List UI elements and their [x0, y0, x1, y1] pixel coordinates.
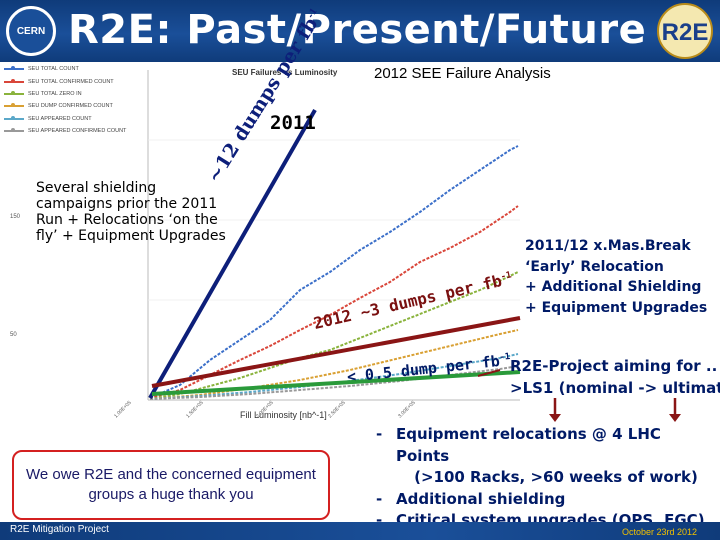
trend-2011	[148, 109, 317, 399]
bullet-text: Additional shielding	[396, 489, 566, 508]
bullet-item: - Equipment relocations @ 4 LHC Points	[376, 424, 716, 467]
xmas-break-note: 2011/12 x.Mas.Break ‘Early’ Relocation +…	[525, 236, 720, 318]
legend-label: SEU DUMP CONFIRMED COUNT	[28, 103, 113, 110]
thank-you-box: We owe R2E and the concerned equipment g…	[12, 450, 330, 520]
trend-2012	[151, 316, 521, 388]
cern-logo: CERN	[6, 6, 56, 56]
page-title: R2E: Past/Present/Future	[68, 7, 647, 53]
legend-label: SEU APPEARED CONFIRMED COUNT	[28, 128, 127, 135]
see-analysis-label: 2012 SEE Failure Analysis	[374, 65, 551, 82]
arrow-down-head	[669, 414, 681, 422]
arrow-left	[477, 369, 501, 377]
x-axis-label: Fill Luminosity [nb^-1]	[240, 410, 327, 420]
series-total	[149, 145, 519, 399]
r2e-project-note: R2E-Project aiming for .. >LS1 (nominal …	[510, 355, 720, 399]
year-2011-label: 2011	[270, 112, 316, 134]
legend-swatch	[4, 103, 24, 108]
footer-date: October 23rd 2012	[622, 527, 698, 537]
legend-item: SEU TOTAL ZERO IN	[4, 88, 144, 100]
legend-item: SEU APPEARED COUNT	[4, 113, 144, 125]
xmas-line: 2011/12 x.Mas.Break	[525, 238, 691, 254]
r2e-logo: R2E	[657, 3, 713, 59]
arrow-down-head	[549, 414, 561, 422]
series-zero	[149, 271, 519, 400]
legend-label: SEU TOTAL CONFIRMED COUNT	[28, 78, 114, 85]
luminosity-plot: 150 50 1.00E+05 1.50E+05 2.00E+05 2.50E+…	[0, 62, 720, 472]
r2e-project-line: R2E-Project aiming for ..	[510, 357, 718, 375]
plot-title: SEU Failures vs Luminosity	[232, 68, 338, 77]
bullet-text: Equipment relocations @ 4 LHC Points	[396, 425, 661, 465]
thank-you-text: We owe R2E and the concerned equipment g…	[26, 466, 316, 503]
xmas-line: + Equipment Upgrades	[525, 299, 708, 316]
legend-item: SEU DUMP CONFIRMED COUNT	[4, 100, 144, 112]
bullet-item: - Additional shielding	[376, 489, 716, 511]
xmas-line: + Additional Shielding	[525, 279, 702, 295]
legend-swatch	[4, 90, 24, 95]
r2e-project-line: >LS1 (nominal -> ultimate)	[510, 379, 720, 397]
legend-item: SEU APPEARED CONFIRMED COUNT	[4, 125, 144, 137]
legend-label: SEU TOTAL COUNT	[28, 66, 79, 73]
legend-item: SEU TOTAL CONFIRMED COUNT	[4, 75, 144, 87]
legend-item: SEU TOTAL COUNT	[4, 63, 144, 75]
plot-grid	[148, 139, 520, 301]
y-tick-label: 50	[10, 332, 17, 338]
series-appeared-confirmed	[149, 365, 519, 400]
legend-label: SEU TOTAL ZERO IN	[28, 90, 82, 97]
legend-swatch	[4, 115, 24, 120]
r2e-logo-text: R2E	[662, 19, 709, 46]
legend-swatch	[4, 66, 24, 71]
chart-legend: SEU TOTAL COUNT SEU TOTAL CONFIRMED COUN…	[4, 63, 144, 137]
slide-header	[0, 0, 720, 62]
xmas-line: ‘Early’ Relocation	[525, 258, 664, 275]
legend-swatch	[4, 78, 24, 83]
footer-band	[0, 522, 720, 540]
legend-label: SEU APPEARED COUNT	[28, 115, 92, 122]
trend-future	[151, 370, 521, 396]
bullet-subtext: (>100 Racks, >60 weeks of work)	[414, 468, 698, 486]
shielding-campaigns-note: Several shielding campaigns prior the 20…	[36, 180, 226, 244]
summary-bullets: - Equipment relocations @ 4 LHC Points (…	[376, 424, 716, 532]
footer-project-label: R2E Mitigation Project	[10, 524, 109, 535]
series-dump	[149, 329, 519, 400]
y-tick-label: 150	[10, 214, 21, 220]
legend-swatch	[4, 128, 24, 133]
